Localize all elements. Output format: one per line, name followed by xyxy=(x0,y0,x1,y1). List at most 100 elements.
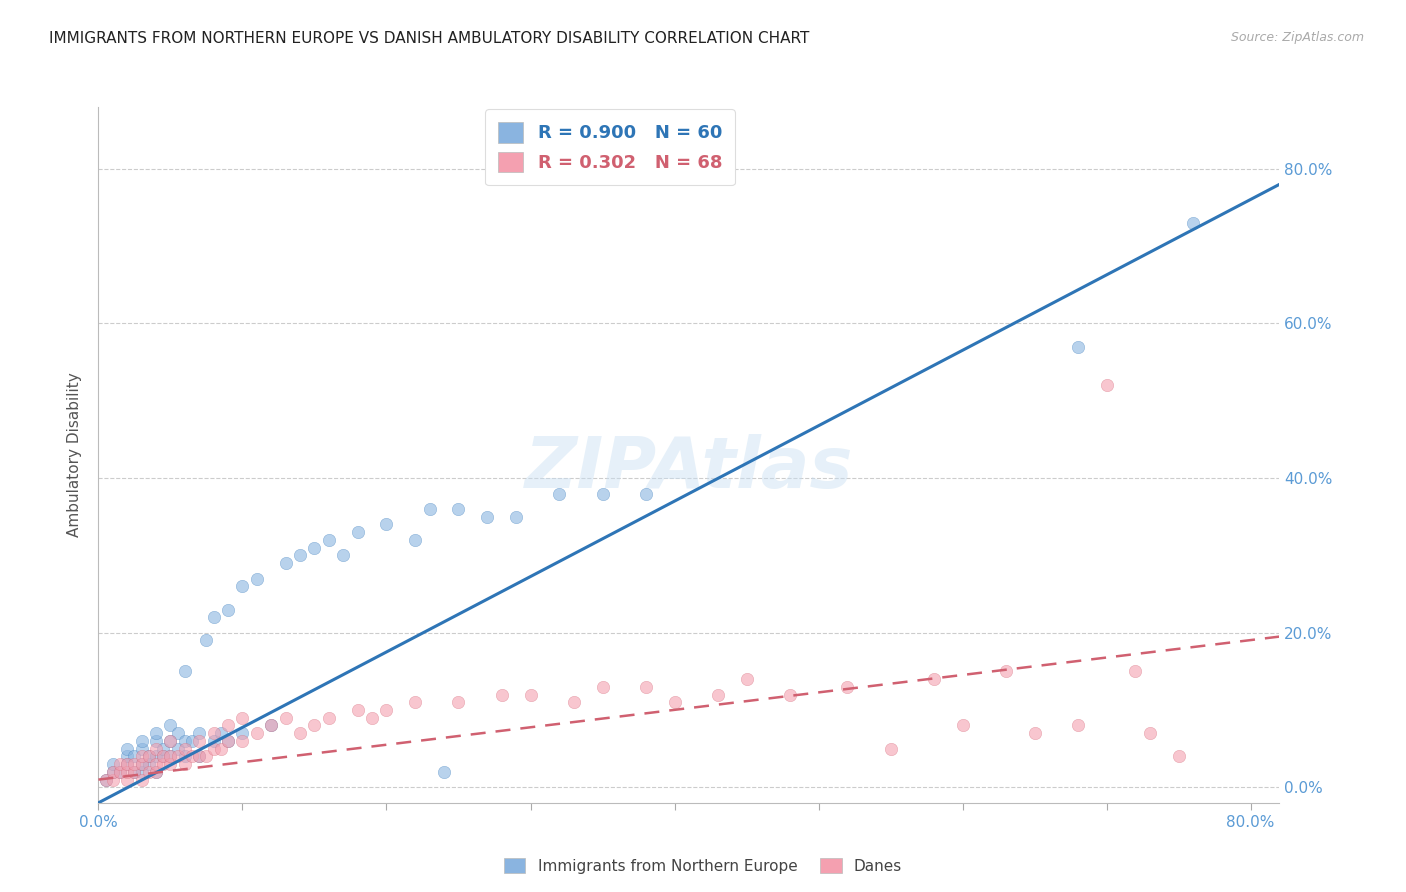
Point xyxy=(231,726,253,740)
Point xyxy=(131,749,153,764)
Point xyxy=(217,734,239,748)
Point xyxy=(181,734,204,748)
Point xyxy=(188,726,211,740)
Point xyxy=(505,509,527,524)
Y-axis label: Ambulatory Disability: Ambulatory Disability xyxy=(67,373,83,537)
Point xyxy=(1167,749,1189,764)
Point xyxy=(195,633,218,648)
Point xyxy=(447,502,470,516)
Point xyxy=(664,695,686,709)
Point xyxy=(152,757,174,772)
Point xyxy=(1024,726,1046,740)
Point xyxy=(145,757,167,772)
Point xyxy=(159,734,181,748)
Point xyxy=(879,741,901,756)
Point xyxy=(115,757,138,772)
Point xyxy=(288,549,311,563)
Point xyxy=(419,502,441,516)
Point xyxy=(332,549,354,563)
Point xyxy=(592,486,614,500)
Point xyxy=(131,741,153,756)
Point xyxy=(202,610,225,624)
Point xyxy=(231,734,253,748)
Legend: Immigrants from Northern Europe, Danes: Immigrants from Northern Europe, Danes xyxy=(498,852,908,880)
Point xyxy=(145,764,167,779)
Point xyxy=(173,749,195,764)
Point xyxy=(447,695,470,709)
Point xyxy=(634,486,657,500)
Point xyxy=(115,749,138,764)
Point xyxy=(217,602,239,616)
Point xyxy=(260,718,283,732)
Point xyxy=(288,726,311,740)
Point xyxy=(152,749,174,764)
Point xyxy=(375,703,398,717)
Point xyxy=(145,734,167,748)
Point xyxy=(108,764,131,779)
Point xyxy=(101,757,124,772)
Point xyxy=(101,764,124,779)
Point xyxy=(779,688,801,702)
Point xyxy=(195,749,218,764)
Point xyxy=(131,757,153,772)
Point xyxy=(173,741,195,756)
Point xyxy=(159,749,181,764)
Point xyxy=(124,757,146,772)
Point xyxy=(131,734,153,748)
Point xyxy=(246,726,269,740)
Point xyxy=(491,688,513,702)
Point xyxy=(131,764,153,779)
Point xyxy=(1182,216,1205,230)
Point xyxy=(173,757,195,772)
Point xyxy=(138,764,160,779)
Point xyxy=(145,764,167,779)
Point xyxy=(101,764,124,779)
Point xyxy=(318,711,340,725)
Point xyxy=(209,726,232,740)
Point xyxy=(188,749,211,764)
Point xyxy=(145,741,167,756)
Text: ZIPAtlas: ZIPAtlas xyxy=(524,434,853,503)
Point xyxy=(108,757,131,772)
Point xyxy=(94,772,117,787)
Point xyxy=(202,726,225,740)
Point xyxy=(477,509,499,524)
Point xyxy=(1139,726,1161,740)
Point xyxy=(188,749,211,764)
Point xyxy=(562,695,585,709)
Point xyxy=(1067,718,1090,732)
Point xyxy=(145,726,167,740)
Point xyxy=(1125,665,1147,679)
Point xyxy=(202,734,225,748)
Point xyxy=(159,757,181,772)
Point xyxy=(124,764,146,779)
Point xyxy=(837,680,859,694)
Point xyxy=(138,757,160,772)
Point xyxy=(166,749,188,764)
Point xyxy=(1067,340,1090,354)
Point xyxy=(115,764,138,779)
Point xyxy=(138,749,160,764)
Point xyxy=(994,665,1017,679)
Text: IMMIGRANTS FROM NORTHERN EUROPE VS DANISH AMBULATORY DISABILITY CORRELATION CHAR: IMMIGRANTS FROM NORTHERN EUROPE VS DANIS… xyxy=(49,31,810,46)
Point xyxy=(101,772,124,787)
Legend: R = 0.900   N = 60, R = 0.302   N = 68: R = 0.900 N = 60, R = 0.302 N = 68 xyxy=(485,109,735,186)
Point xyxy=(173,734,195,748)
Point xyxy=(548,486,571,500)
Point xyxy=(159,718,181,732)
Point xyxy=(166,741,188,756)
Point xyxy=(735,672,758,686)
Point xyxy=(159,749,181,764)
Point xyxy=(115,741,138,756)
Point xyxy=(145,749,167,764)
Point xyxy=(173,665,195,679)
Point xyxy=(634,680,657,694)
Point xyxy=(346,525,368,540)
Point xyxy=(124,764,146,779)
Point xyxy=(152,741,174,756)
Point xyxy=(209,741,232,756)
Point xyxy=(115,772,138,787)
Point xyxy=(375,517,398,532)
Point xyxy=(706,688,728,702)
Point xyxy=(274,556,297,570)
